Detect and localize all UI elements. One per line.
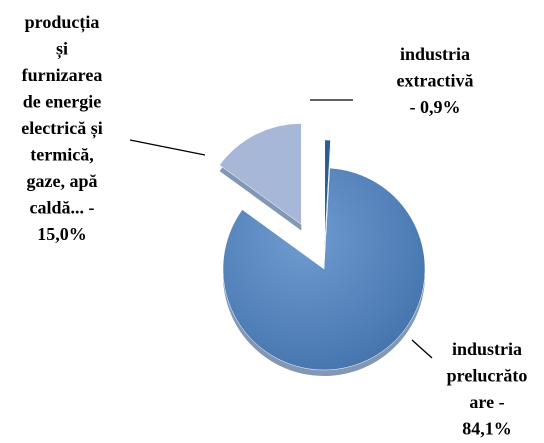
slice: [324, 139, 331, 242]
data-label: producția și furnizarea de energie electrică…: [21, 12, 102, 244]
leader-line: [129, 139, 206, 156]
leader-line: [411, 339, 433, 359]
data-label: industria extractivă - 0,9%: [397, 44, 474, 117]
slice: [222, 167, 426, 371]
data-label: industria prelucrăto are -84,1%: [447, 339, 528, 439]
slice: [219, 123, 302, 225]
